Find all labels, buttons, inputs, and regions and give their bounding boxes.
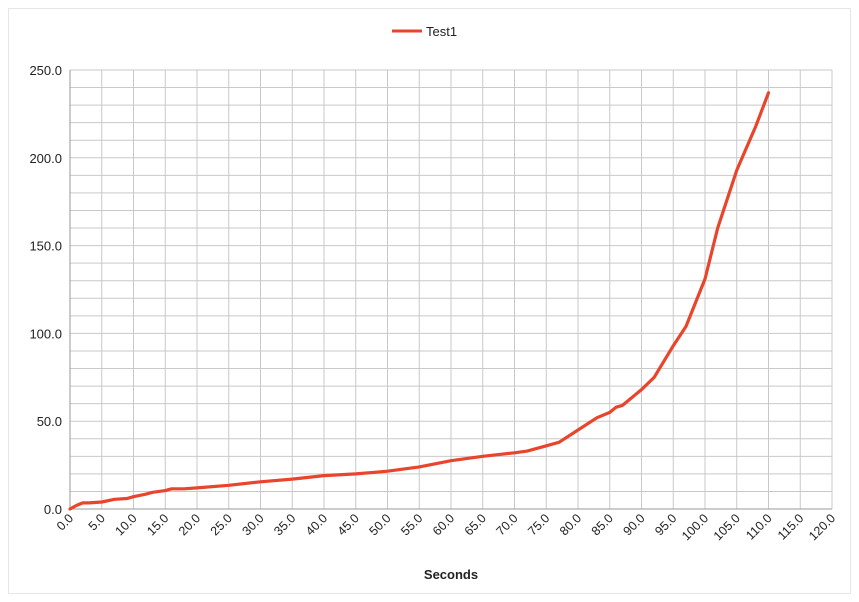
y-tick-label: 50.0 <box>37 414 62 429</box>
x-tick-label: 100.0 <box>679 511 711 543</box>
y-tick-label: 100.0 <box>29 326 62 341</box>
x-tick-label: 20.0 <box>176 511 203 538</box>
x-tick-label: 115.0 <box>775 511 806 542</box>
axes <box>69 70 832 510</box>
x-tick-label: 105.0 <box>711 511 743 543</box>
x-tick-label: 5.0 <box>86 511 108 533</box>
x-tick-label: 25.0 <box>208 511 235 538</box>
gridlines <box>69 69 833 510</box>
x-tick-label: 55.0 <box>398 511 425 538</box>
x-tick-label: 80.0 <box>557 511 584 538</box>
chart-frame <box>8 8 851 594</box>
x-tick-label: 45.0 <box>335 511 362 538</box>
y-tick-label: 200.0 <box>29 151 62 166</box>
legend-label-test1: Test1 <box>426 24 457 39</box>
x-tick-label: 110.0 <box>743 511 774 542</box>
x-tick-label: 50.0 <box>367 511 394 538</box>
y-tick-label: 0.0 <box>44 502 62 517</box>
x-tick-label: 15.0 <box>144 511 171 538</box>
series-line-test1 <box>68 91 771 511</box>
y-tick-label: 150.0 <box>29 239 62 254</box>
x-tick-label: 40.0 <box>303 511 330 538</box>
x-tick-label: 75.0 <box>525 511 552 538</box>
x-axis-title: Seconds <box>424 567 478 582</box>
y-tick-labels: 0.0 50.0 100.0 150.0 200.0 250.0 <box>29 63 62 517</box>
legend: Test1 <box>392 24 457 39</box>
x-tick-label: 65.0 <box>462 511 489 538</box>
x-tick-label: 90.0 <box>621 511 648 538</box>
y-tick-label: 250.0 <box>29 63 62 78</box>
x-tick-label: 120.0 <box>806 511 838 543</box>
series-layer <box>68 91 771 511</box>
x-tick-label: 60.0 <box>430 511 457 538</box>
x-tick-label: 85.0 <box>589 511 616 538</box>
x-tick-label: 30.0 <box>240 511 267 538</box>
x-tick-label: 10.0 <box>113 511 140 538</box>
x-tick-label: 95.0 <box>652 511 679 538</box>
x-tick-labels: 0.0 5.0 10.0 15.0 20.0 25.0 30.0 35.0 40.0 45.0 50… <box>54 511 838 543</box>
x-tick-label: 70.0 <box>494 511 521 538</box>
x-tick-label: 35.0 <box>271 511 298 538</box>
